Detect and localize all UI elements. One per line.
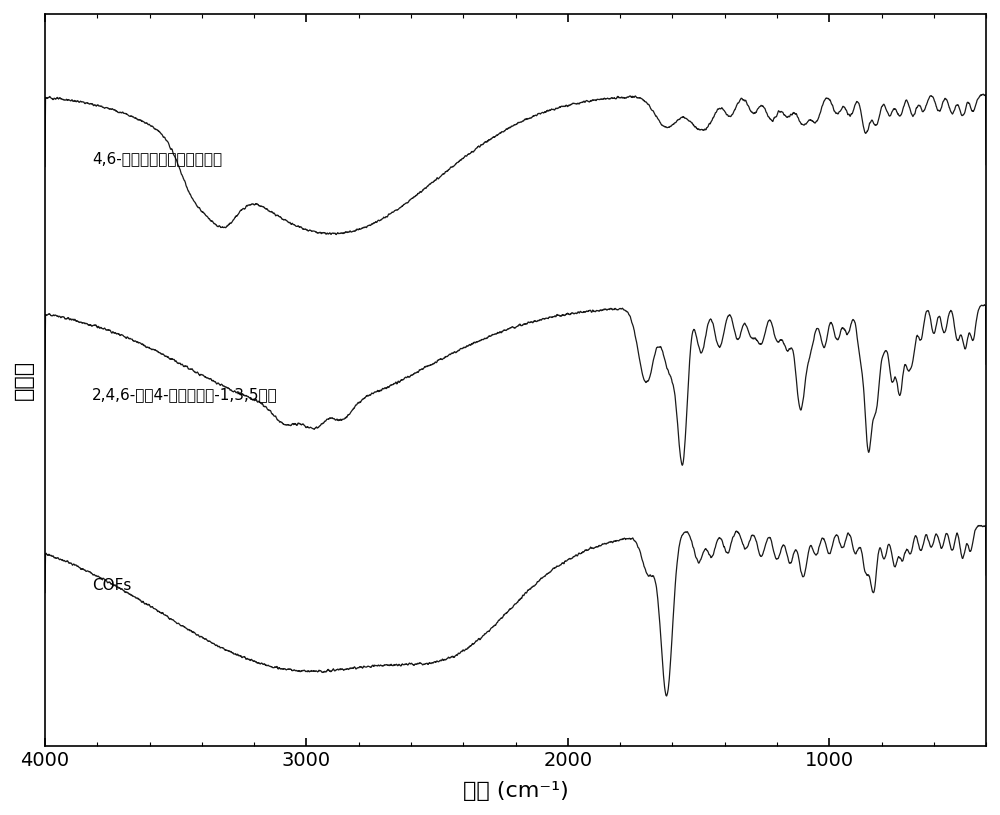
Y-axis label: 透光率: 透光率 xyxy=(14,360,34,400)
Text: 4,6-二氨基间苯二酚二盐酸盐: 4,6-二氨基间苯二酚二盐酸盐 xyxy=(92,151,222,165)
X-axis label: 波数 (cm⁻¹): 波数 (cm⁻¹) xyxy=(463,781,568,801)
Text: 2,4,6-三（4-醒基苯基）-1,3,5三嚃: 2,4,6-三（4-醒基苯基）-1,3,5三嚃 xyxy=(92,388,278,403)
Text: COFs: COFs xyxy=(92,578,131,593)
